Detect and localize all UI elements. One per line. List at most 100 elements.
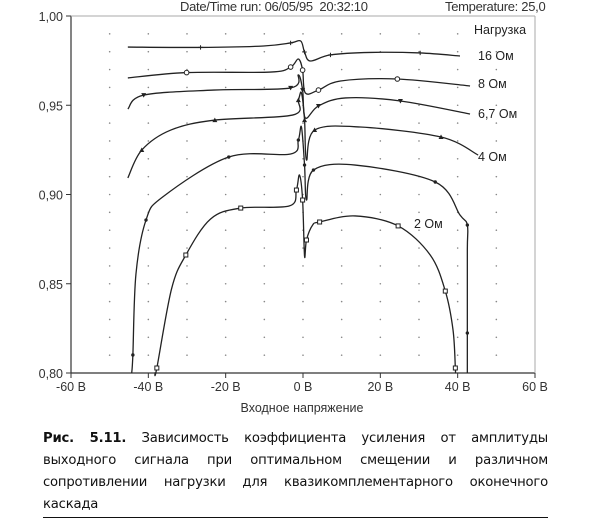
grid-dot	[302, 354, 304, 356]
grid-dot	[379, 158, 382, 160]
grid-dot	[263, 175, 266, 178]
grid-dot	[495, 140, 498, 142]
grid-dot	[108, 336, 111, 339]
grid-dot	[495, 336, 498, 339]
marker-dot	[433, 180, 437, 184]
grid-dot	[418, 193, 420, 196]
grid-dot	[224, 354, 227, 356]
series-1: 16 Ом	[127, 39, 514, 63]
grid-dot	[147, 86, 150, 89]
grid-dot	[418, 265, 420, 267]
grid-dot	[340, 247, 343, 249]
grid-dot	[186, 33, 188, 35]
grid-dot	[108, 193, 111, 196]
grid-dot	[108, 104, 111, 107]
grid-dot	[108, 229, 111, 231]
grid-dot	[379, 122, 382, 124]
grid-dot	[340, 122, 343, 124]
x-tick-label: 20 В	[367, 380, 393, 394]
marker-square	[303, 237, 309, 243]
grid-dot	[418, 282, 420, 285]
marker-circle	[394, 76, 401, 82]
grid-dot	[147, 175, 150, 178]
grid-dot	[340, 175, 343, 178]
series-line	[154, 174, 457, 377]
grid-dot	[302, 336, 304, 339]
grid-dot	[186, 265, 188, 267]
grid-dot	[418, 211, 420, 214]
series-5	[131, 125, 470, 374]
y-tick-label: 0,80	[39, 367, 63, 381]
grid-dot	[108, 318, 111, 321]
x-tick-label: 40 В	[445, 380, 471, 394]
grid	[108, 33, 498, 356]
marker-plus	[198, 45, 203, 50]
marker-plus	[288, 40, 293, 46]
marker-dot	[302, 163, 307, 167]
marker-triangle-down	[300, 88, 306, 93]
grid-dot	[263, 158, 266, 160]
run-info: Date/Time run: 06/05/95 20:32:10	[180, 0, 368, 14]
gain-chart: -60 В -40 В -20 В 0 В 20 В 40 В 60 В 0,80 0,85 0,…	[39, 10, 548, 415]
grid-dot	[495, 318, 498, 321]
grid-dot	[340, 282, 343, 285]
marker-square	[395, 223, 401, 229]
grid-dot	[108, 282, 111, 285]
marker-square	[317, 219, 323, 225]
series-line	[127, 39, 461, 62]
grid-dot	[340, 336, 343, 339]
marker-triangle-up	[438, 134, 444, 140]
grid-dot	[224, 50, 227, 53]
grid-dot	[263, 140, 266, 142]
grid-dot	[340, 193, 343, 196]
grid-dot	[379, 211, 382, 214]
grid-dot	[186, 211, 188, 214]
grid-dot	[263, 193, 266, 196]
grid-dot	[108, 354, 111, 356]
grid-dot	[186, 122, 188, 124]
grid-dot	[340, 354, 343, 356]
grid-dot	[147, 193, 150, 196]
grid-dot	[108, 122, 111, 124]
marker-dot	[144, 218, 148, 222]
series-4: 4 Ом	[127, 91, 507, 179]
grid-dot	[495, 122, 498, 124]
grid-dot	[340, 300, 343, 303]
y-tick-label: 0,95	[39, 99, 63, 113]
marker-triangle-down	[141, 93, 147, 98]
grid-dot	[263, 50, 266, 53]
grid-dot	[186, 104, 188, 107]
marker-square	[183, 252, 189, 258]
grid-dot	[379, 247, 382, 249]
marker-triangle-down	[397, 98, 403, 104]
grid-dot	[456, 265, 459, 267]
marker-triangle-up	[139, 147, 145, 153]
grid-dot	[186, 282, 188, 285]
grid-dot	[108, 247, 111, 249]
grid-dot	[302, 318, 304, 321]
grid-dot	[379, 318, 382, 321]
grid-dot	[379, 68, 382, 71]
marker-square	[442, 288, 448, 294]
grid-dot	[263, 33, 266, 35]
grid-dot	[108, 211, 111, 214]
marker-triangle-up	[295, 97, 301, 103]
grid-dot	[186, 318, 188, 321]
grid-dot	[418, 247, 420, 249]
figure-caption: Рис. 5.11. Зависимость коэффициента усил…	[43, 428, 548, 518]
grid-dot	[340, 265, 343, 267]
grid-dot	[147, 300, 150, 303]
y-tick-label: 1,00	[39, 10, 63, 24]
grid-dot	[495, 282, 498, 285]
grid-dot	[224, 122, 227, 124]
grid-dot	[186, 175, 188, 178]
series-label: 2 Ом	[414, 217, 443, 231]
grid-dot	[379, 86, 382, 89]
x-tick-label: -20 В	[211, 380, 241, 394]
figure-label: Рис. 5.11.	[43, 431, 127, 446]
marker-triangle-up	[302, 117, 308, 123]
grid-dot	[186, 229, 188, 231]
marker-square	[300, 197, 306, 203]
marker-circle	[299, 67, 306, 73]
marker-dot	[131, 353, 135, 357]
